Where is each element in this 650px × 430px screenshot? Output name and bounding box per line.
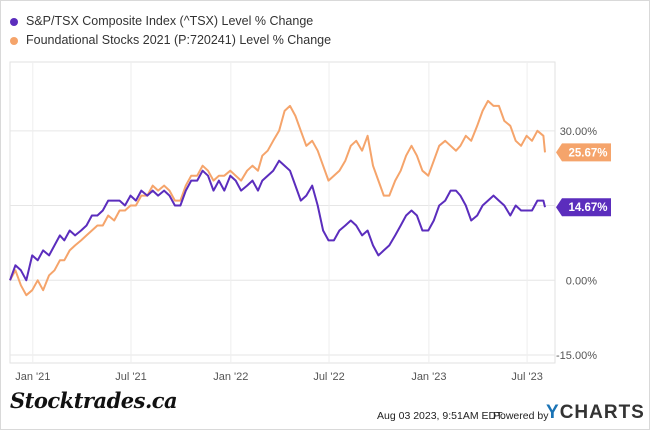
legend-swatch-tsx — [10, 17, 18, 26]
brand-logo: Stocktrades.ca — [10, 388, 178, 413]
y-tick-label: 0.00% — [566, 275, 597, 287]
data-timestamp: Aug 03 2023, 9:51AM EDT. — [377, 410, 505, 422]
end-value-label-1: 25.67% — [568, 147, 607, 159]
y-tick-label: 30.00% — [560, 126, 598, 138]
legend: S&P/TSX Composite Index (^TSX) Level % C… — [10, 12, 331, 50]
ycharts-logo[interactable]: YCHARTS — [546, 402, 645, 424]
x-tick-label: Jan '21 — [15, 371, 50, 383]
powered-by-label: Powered by — [493, 410, 549, 422]
series-line-1 — [9, 99, 546, 297]
end-value-flag-0 — [556, 198, 611, 217]
legend-item-tsx[interactable]: S&P/TSX Composite Index (^TSX) Level % C… — [10, 12, 331, 31]
plot-area — [9, 61, 556, 364]
legend-label-foundational: Foundational Stocks 2021 (P:720241) Leve… — [26, 33, 332, 47]
end-value-label-0: 14.67% — [568, 202, 607, 214]
legend-label-tsx: S&P/TSX Composite Index (^TSX) Level % C… — [26, 14, 314, 28]
legend-swatch-foundational — [10, 36, 18, 45]
ycharts-logo-rest: CHARTS — [559, 402, 645, 423]
ycharts-logo-y: Y — [546, 402, 560, 423]
x-tick-label: Jul '21 — [115, 371, 146, 383]
x-tick-label: Jul '22 — [313, 371, 344, 383]
legend-item-foundational[interactable]: Foundational Stocks 2021 (P:720241) Leve… — [10, 31, 331, 50]
y-tick-label: -15.00% — [556, 350, 597, 362]
x-tick-label: Jul '23 — [511, 371, 542, 383]
end-value-flag-1 — [556, 143, 611, 162]
x-tick-label: Jan '23 — [411, 371, 446, 383]
series-line-0 — [9, 159, 546, 282]
x-tick-label: Jan '22 — [213, 371, 248, 383]
